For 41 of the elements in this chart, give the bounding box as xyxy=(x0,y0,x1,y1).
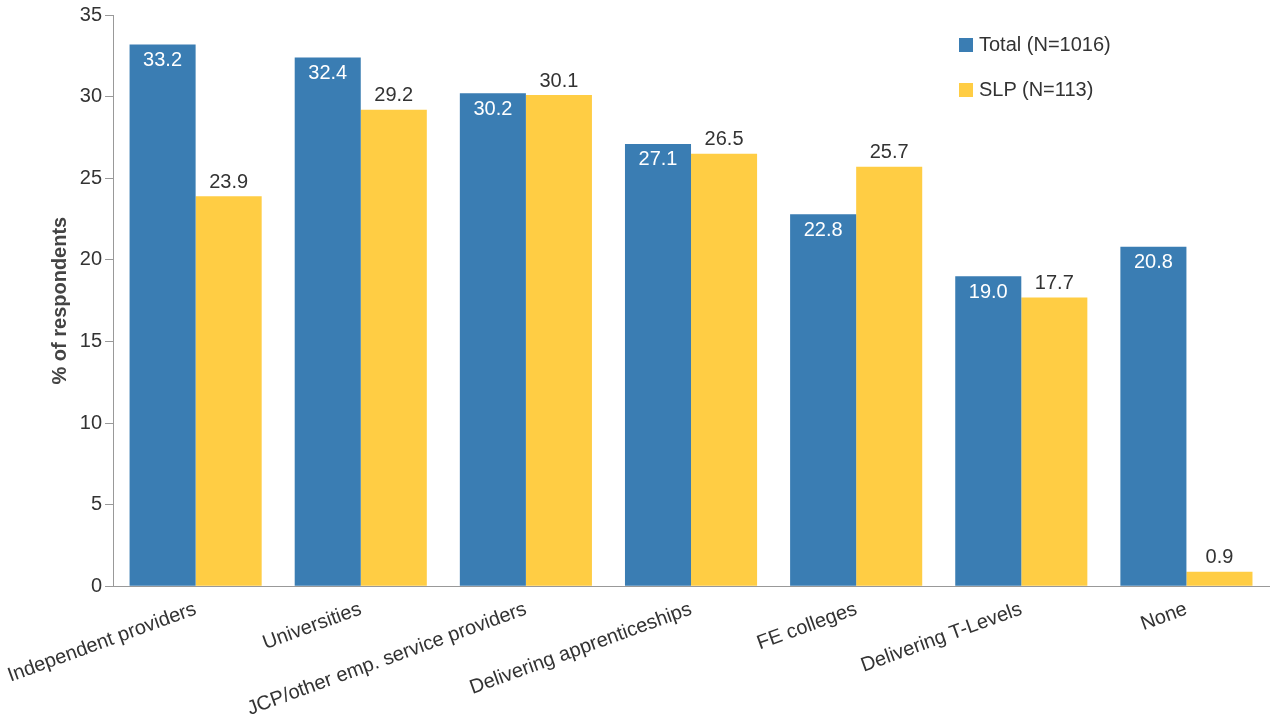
legend-label: SLP (N=113) xyxy=(979,77,1094,100)
data-label: 19.0 xyxy=(968,279,1008,302)
data-label: 33.2 xyxy=(143,47,183,70)
y-tick-label: 20 xyxy=(79,247,103,270)
bar xyxy=(360,109,427,586)
y-tick-label: 35 xyxy=(79,2,103,25)
bar xyxy=(1021,297,1088,586)
data-label: 29.2 xyxy=(374,83,414,106)
bar xyxy=(1186,571,1253,586)
x-tick-label: FE colleges xyxy=(753,596,860,654)
data-label: 32.4 xyxy=(308,60,348,83)
y-axis-title: % of respondents xyxy=(48,216,71,385)
y-tick-label: 25 xyxy=(79,165,103,188)
data-label: 27.1 xyxy=(638,147,678,170)
bar xyxy=(525,94,592,586)
data-label: 25.7 xyxy=(869,140,909,163)
data-label: 0.9 xyxy=(1205,545,1234,568)
bar xyxy=(1120,246,1187,586)
y-tick-label: 0 xyxy=(90,573,103,596)
data-label: 30.2 xyxy=(473,96,513,119)
bar xyxy=(129,44,196,586)
data-label: 23.9 xyxy=(209,169,249,192)
data-label: 26.5 xyxy=(704,127,744,150)
y-tick-label: 15 xyxy=(79,328,103,351)
data-label: 30.1 xyxy=(539,68,579,91)
data-label: 22.8 xyxy=(803,217,843,240)
bar xyxy=(195,196,262,586)
y-tick-label: 10 xyxy=(79,410,103,433)
y-tick-label: 5 xyxy=(90,492,103,515)
bar xyxy=(691,153,758,586)
data-label: 20.8 xyxy=(1133,250,1173,273)
legend-label: Total (N=1016) xyxy=(979,32,1111,55)
x-tick-label: None xyxy=(1137,596,1190,634)
bar xyxy=(856,166,923,586)
bar xyxy=(955,276,1022,586)
bar xyxy=(459,93,526,586)
data-label: 17.7 xyxy=(1034,270,1074,293)
bar xyxy=(790,214,857,586)
bar xyxy=(624,143,692,586)
y-tick-label: 30 xyxy=(79,84,103,107)
bar xyxy=(294,57,361,586)
